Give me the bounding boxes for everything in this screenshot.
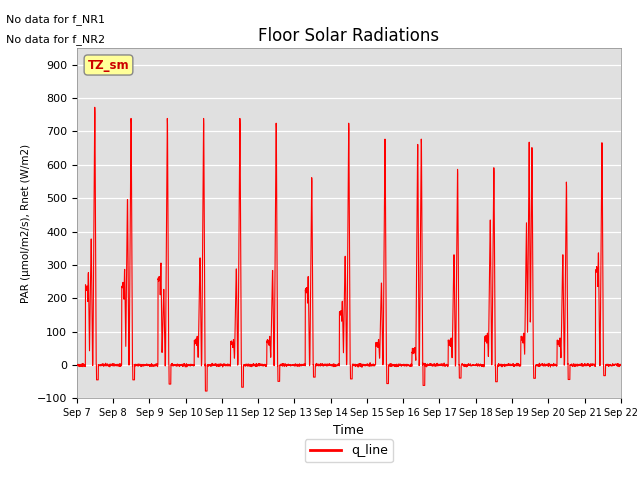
Y-axis label: PAR (μmol/m2/s), Rnet (W/m2): PAR (μmol/m2/s), Rnet (W/m2) — [21, 144, 31, 303]
X-axis label: Time: Time — [333, 424, 364, 437]
Text: No data for f_NR1: No data for f_NR1 — [6, 14, 106, 25]
Legend: q_line: q_line — [305, 439, 393, 462]
Text: No data for f_NR2: No data for f_NR2 — [6, 34, 106, 45]
Text: TZ_sm: TZ_sm — [88, 59, 129, 72]
Title: Floor Solar Radiations: Floor Solar Radiations — [258, 27, 440, 45]
